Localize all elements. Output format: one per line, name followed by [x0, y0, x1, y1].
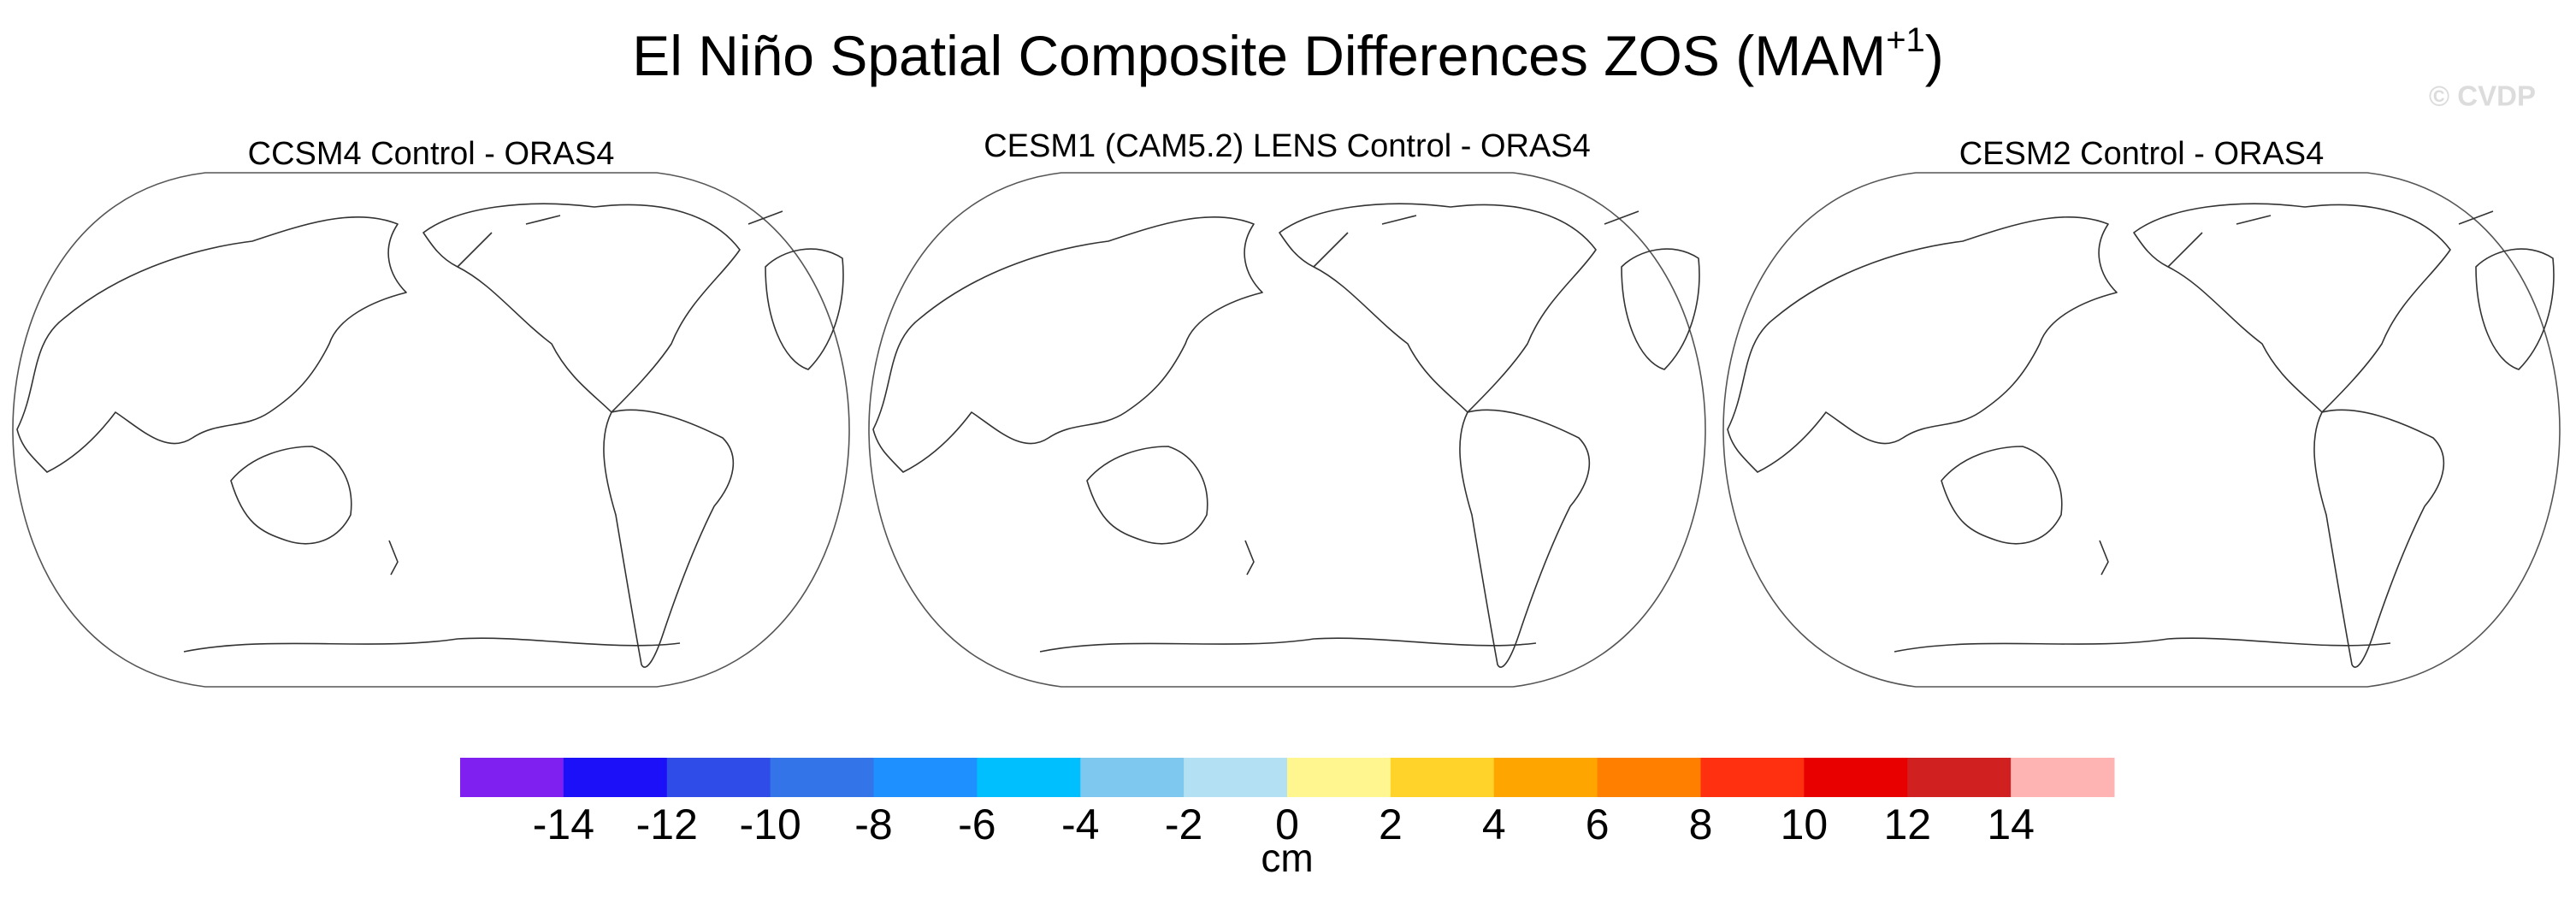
colorbar-label: cm	[1261, 836, 1313, 880]
colorbar-tick-label: 6	[1586, 801, 1610, 848]
coastlines	[872, 203, 1700, 668]
colorbar-box	[2011, 758, 2115, 797]
colorbar-tick-label: 12	[1883, 801, 1931, 848]
colorbar-box	[1184, 758, 1288, 797]
panel-title: CCSM4 Control - ORAS4	[248, 136, 615, 172]
colorbar-box	[1597, 758, 1701, 797]
map	[1722, 172, 2561, 688]
figure-title: El Niño Spatial Composite Differences ZO…	[632, 21, 1944, 88]
colorbar-tick-label: -8	[854, 801, 892, 848]
map-outline	[1722, 172, 2561, 688]
panel-title: CESM1 (CAM5.2) LENS Control - ORAS4	[984, 128, 1591, 164]
colorbar-tick-label: -2	[1165, 801, 1202, 848]
colorbar-tick-label: -12	[636, 801, 698, 848]
colorbar-box	[1390, 758, 1495, 797]
coastlines	[16, 203, 844, 668]
colorbar-box	[563, 758, 668, 797]
colorbar-tick-label: 14	[1987, 801, 2035, 848]
colorbar-box	[1804, 758, 1908, 797]
coastlines	[1727, 203, 2555, 668]
colorbar-box	[1700, 758, 1805, 797]
map	[12, 172, 850, 688]
colorbar-tick-label: -14	[533, 801, 594, 848]
colorbar-box	[1907, 758, 2012, 797]
colorbar-box	[977, 758, 1081, 797]
colorbar-box	[1080, 758, 1185, 797]
map-outline	[868, 172, 1706, 688]
panel-title: CESM2 Control - ORAS4	[1959, 136, 2325, 172]
colorbar-box	[666, 758, 771, 797]
colorbar-tick-label: -10	[739, 801, 801, 848]
watermark: © CVDP	[2429, 80, 2536, 112]
colorbar-tick-label: 2	[1379, 801, 1403, 848]
map	[868, 172, 1706, 688]
map-outline	[12, 172, 850, 688]
colorbar-box	[1287, 758, 1391, 797]
colorbar-tick-label: 4	[1482, 801, 1506, 848]
colorbar-tick-label: -4	[1061, 801, 1099, 848]
colorbar-box	[460, 758, 564, 797]
colorbar-tick-label: 8	[1689, 801, 1713, 848]
colorbar-tick-label: 10	[1781, 801, 1829, 848]
colorbar-tick-label: 0	[1275, 801, 1299, 848]
colorbar-box	[770, 758, 874, 797]
colorbar-box	[1493, 758, 1598, 797]
colorbar-tick-label: -6	[958, 801, 996, 848]
colorbar-box	[873, 758, 978, 797]
